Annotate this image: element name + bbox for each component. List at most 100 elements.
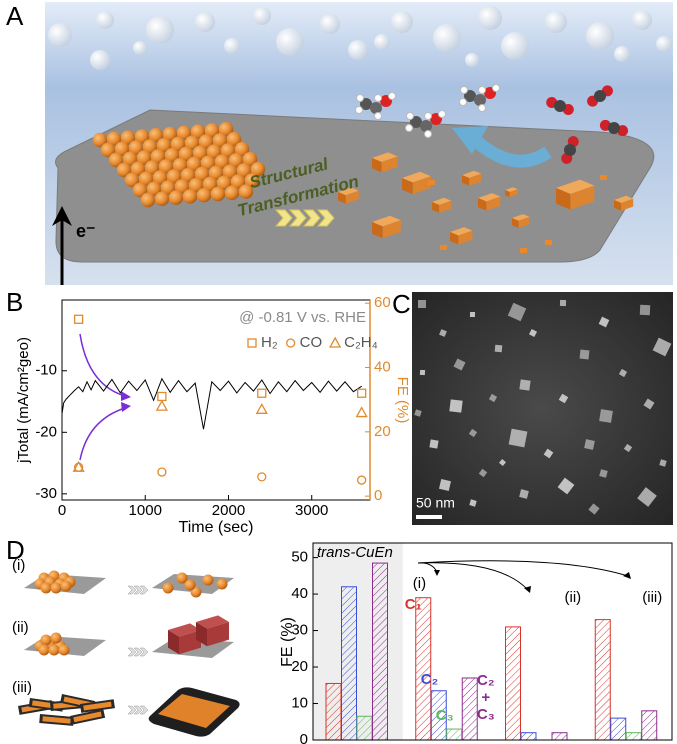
electron-arrow-head — [52, 206, 72, 226]
series-label: C₁ — [405, 596, 422, 613]
bar — [505, 626, 521, 741]
chevron — [127, 705, 137, 715]
nanocube — [453, 358, 466, 371]
y-tick-label: 0 — [300, 731, 308, 744]
cu-fragment — [600, 175, 607, 180]
bar — [625, 732, 642, 741]
cu-sphere — [40, 582, 52, 594]
cu-sphere — [116, 162, 132, 178]
marker-square — [157, 391, 167, 402]
y-tick-label: 10 — [291, 694, 308, 711]
nanocube — [488, 393, 498, 403]
cu-sphere — [174, 179, 190, 194]
cu-sphere — [168, 190, 184, 205]
cube-face — [381, 156, 398, 173]
cube-face — [458, 230, 473, 245]
cu-sphere — [136, 150, 152, 165]
legend-label: H₂ — [261, 334, 278, 351]
nanocube — [429, 439, 439, 449]
cu-fragment — [545, 240, 552, 245]
nanocube — [528, 328, 538, 338]
atom — [459, 98, 467, 106]
cube-face — [556, 188, 571, 210]
chevron — [139, 705, 149, 715]
nanocube — [419, 369, 426, 376]
bar — [594, 619, 611, 741]
bar — [341, 586, 357, 741]
cu-sphere — [134, 129, 150, 144]
bar — [372, 562, 388, 741]
bubble — [320, 14, 340, 34]
cube-face — [462, 170, 482, 178]
bubble — [656, 36, 672, 52]
nanocube — [618, 368, 628, 378]
bubble — [348, 40, 368, 60]
nanocube — [623, 443, 633, 453]
x-tick-label: 0 — [58, 502, 66, 519]
cu-sphere — [50, 632, 62, 644]
cu-sphere — [138, 171, 154, 186]
nanocube — [414, 409, 422, 417]
marker-circle — [286, 338, 296, 348]
y2-tick-label: 20 — [374, 423, 391, 440]
cu-sphere — [158, 159, 174, 174]
bar — [641, 710, 658, 741]
cu-sphere — [40, 634, 52, 646]
cube-face — [570, 185, 595, 210]
cube-face — [509, 189, 518, 198]
cu-sphere — [210, 186, 226, 202]
panel-label: C — [392, 289, 411, 319]
nanocube — [494, 344, 503, 353]
bubble — [501, 32, 529, 60]
y2-tick-label: 40 — [374, 358, 391, 375]
chevron — [316, 209, 335, 227]
atom — [438, 110, 446, 118]
marker-circle — [357, 475, 367, 485]
bubble — [586, 22, 614, 50]
nanocube — [498, 458, 507, 467]
cu-sphere — [196, 188, 212, 203]
cu-sphere — [146, 181, 162, 196]
atom — [424, 130, 432, 138]
cube-face — [518, 216, 530, 228]
marker-triangle — [155, 399, 168, 411]
cu-sphere — [132, 182, 148, 198]
nanocube — [439, 329, 447, 337]
y-tick-label: 50 — [291, 549, 308, 566]
atom — [405, 124, 413, 132]
step-arrow — [417, 562, 438, 573]
cu-sphere — [38, 644, 50, 656]
bubble — [632, 10, 652, 30]
nanocube — [558, 393, 569, 404]
cube-face — [382, 220, 401, 239]
cu-sphere — [166, 169, 182, 184]
cu-sphere — [202, 574, 214, 586]
cube-face — [450, 232, 459, 245]
x-tick-label: 2000 — [212, 502, 245, 519]
bubble — [195, 12, 215, 32]
cu-fragment — [428, 180, 435, 185]
cube-face — [478, 198, 487, 211]
cu-sphere — [162, 582, 174, 594]
y2-tick-label: 60 — [374, 294, 391, 311]
scale-bar — [416, 515, 442, 519]
bubble — [614, 46, 630, 62]
cu-sphere — [226, 132, 242, 147]
cube-face — [402, 178, 413, 195]
cu-sphere — [170, 136, 186, 152]
cu-sphere — [218, 122, 234, 137]
bubble — [48, 23, 72, 47]
marker-triangle — [72, 460, 85, 472]
cu-sphere — [114, 141, 130, 156]
nanocube — [652, 337, 672, 357]
y-tick-label: -30 — [35, 485, 57, 502]
x-tick-label: 1000 — [129, 502, 162, 519]
y-tick-label: 20 — [291, 658, 308, 675]
atom — [410, 116, 422, 128]
cu-fragment — [440, 245, 447, 250]
cu-sphere — [60, 580, 72, 592]
cu-sphere — [150, 149, 166, 164]
chevron — [127, 647, 137, 657]
nanocube — [519, 379, 531, 391]
cu-sphere — [182, 189, 198, 204]
